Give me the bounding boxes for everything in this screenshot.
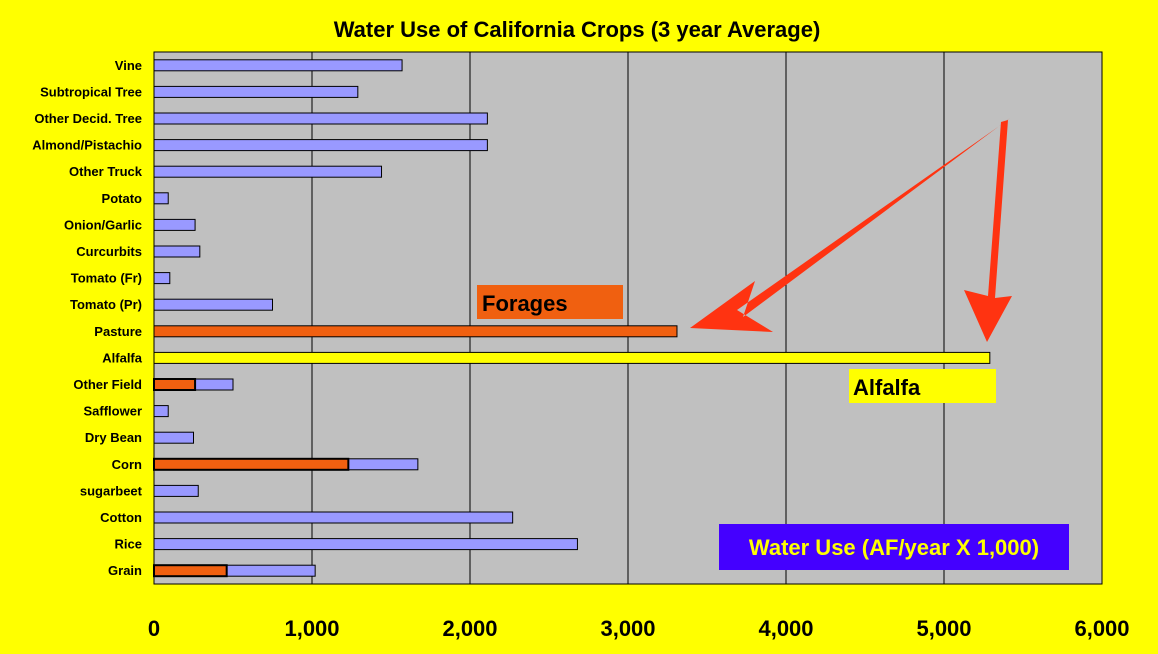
arrow-to-pasture: [690, 118, 1010, 332]
forage-bar-other-field: [153, 378, 197, 391]
bar-rice: [153, 538, 578, 551]
category-label: Alfalfa: [102, 350, 143, 365]
category-label: Cotton: [100, 510, 142, 525]
category-label: Pasture: [94, 324, 142, 339]
category-label: Subtropical Tree: [40, 84, 142, 99]
bar-sugarbeet: [153, 484, 199, 497]
x-axis-ticks: 0 1,000 2,000 3,000 4,000 5,000 6,000: [148, 616, 1130, 641]
bar-vine: [153, 59, 403, 72]
units-label-box: [719, 524, 1069, 570]
bar-potato: [153, 192, 169, 205]
category-label: Corn: [112, 457, 142, 472]
x-tick-label: 5,000: [916, 616, 971, 641]
x-tick-label: 4,000: [758, 616, 813, 641]
alfalfa-label: Alfalfa: [853, 375, 921, 400]
bars: [153, 59, 991, 578]
bar-safflower: [153, 405, 169, 418]
chart-title: Water Use of California Crops (3 year Av…: [334, 17, 821, 42]
category-label: sugarbeet: [80, 483, 143, 498]
category-label: Safflower: [83, 404, 142, 419]
bar-onion-garlic: [153, 218, 196, 231]
forage-bar-corn: [153, 457, 350, 471]
category-label: Other Decid. Tree: [34, 111, 142, 126]
category-label: Dry Bean: [85, 430, 142, 445]
category-labels: Vine Subtropical Tree Other Decid. Tree Alm…: [32, 58, 143, 578]
x-tick-label: 1,000: [284, 616, 339, 641]
category-label: Potato: [102, 191, 143, 206]
bar-alfalfa: [153, 351, 991, 364]
forages-label: Forages: [482, 291, 568, 316]
bar-subtropical-tree: [153, 85, 359, 98]
units-label: Water Use (AF/year X 1,000): [749, 535, 1039, 560]
x-tick-label: 2,000: [442, 616, 497, 641]
x-tick-label: 0: [148, 616, 160, 641]
category-label: Almond/Pistachio: [32, 138, 142, 153]
bar-other-truck: [153, 165, 383, 178]
bar-pasture: [153, 325, 678, 338]
category-label: Tomato (Pr): [70, 297, 142, 312]
forage-bar-grain: [153, 564, 228, 578]
bar-almond-pistachio: [153, 139, 488, 152]
category-label: Other Truck: [69, 164, 143, 179]
alfalfa-label-box: [849, 369, 996, 403]
bar-dry-bean: [153, 431, 194, 444]
category-label: Tomato (Fr): [71, 271, 142, 286]
bar-cotton: [153, 511, 514, 524]
bar-tomato-fr: [153, 272, 171, 285]
arrow-to-alfalfa: [964, 120, 1012, 342]
x-tick-label: 6,000: [1074, 616, 1129, 641]
category-label: Other Field: [73, 377, 142, 392]
bar-tomato-pr: [153, 298, 273, 311]
forages-label-box: [477, 285, 623, 319]
bar-other-decid-tree: [153, 112, 488, 125]
category-label: Onion/Garlic: [64, 217, 142, 232]
bar-curcurbits: [153, 245, 201, 258]
x-tick-label: 3,000: [600, 616, 655, 641]
category-label: Curcurbits: [76, 244, 142, 259]
category-label: Grain: [108, 563, 142, 578]
category-label: Rice: [115, 537, 142, 552]
category-label: Vine: [115, 58, 142, 73]
